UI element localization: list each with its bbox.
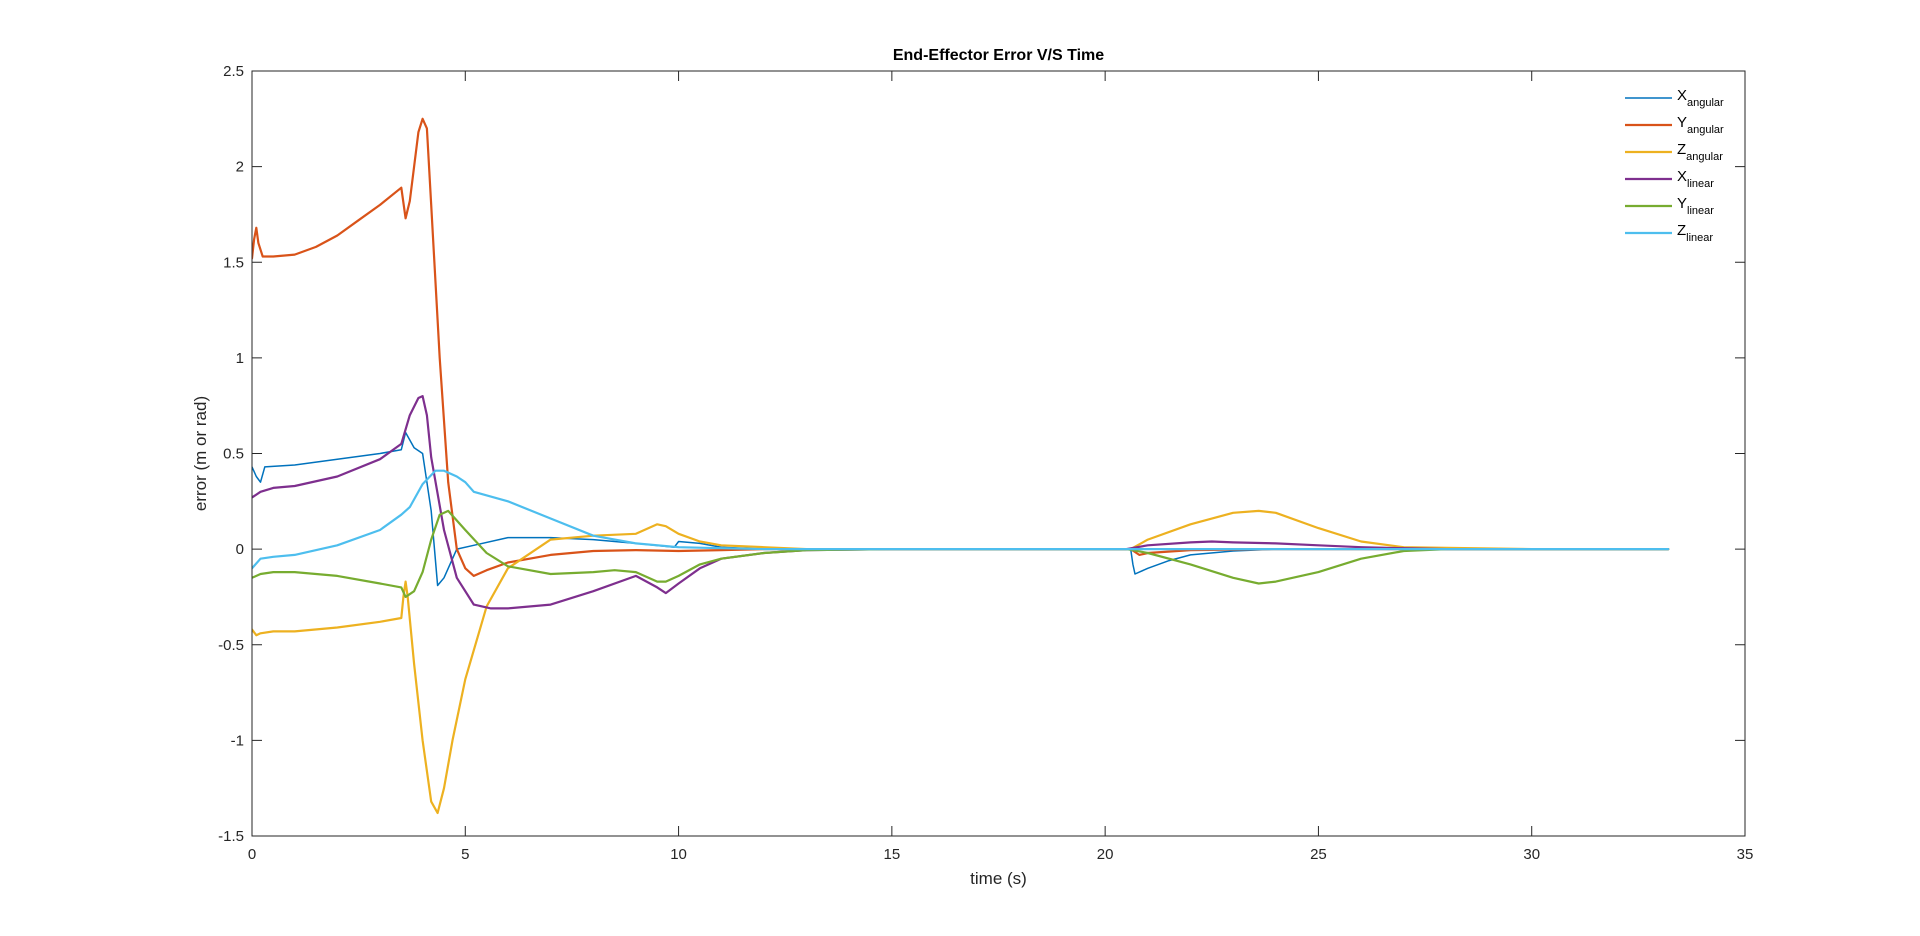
y-tick-label: 2 [236,159,244,176]
legend-entry-name: Z [1677,141,1686,158]
x-tick-label: 35 [1737,846,1754,863]
x-tick-label: 25 [1310,846,1327,863]
y-tick-label: 1.5 [223,254,244,271]
plot-area [252,71,1745,836]
x-tick-label: 15 [884,846,901,863]
legend-entry-name: Y [1677,195,1687,212]
legend-entry-subscript: linear [1687,205,1714,217]
x-tick-label: 0 [248,846,256,863]
y-tick-label: -1.5 [218,828,244,845]
x-axis-label: time (s) [970,869,1027,888]
legend-entry-subscript: linear [1687,178,1714,190]
legend-entry-name: Z [1677,222,1686,239]
legend-entry: Zangular [1677,141,1723,163]
tick-layer: 0 5 10 15 20 25 30 35 -1.5 -1 -0.5 0 0.5 1 1.5 2 2.5 [218,63,1753,863]
legend-entry: Ylinear [1677,195,1714,217]
legend-entry-name: Y [1677,114,1687,131]
series-line-x-linear [252,395,1670,610]
y-tick-label: 0 [236,541,244,558]
legend-entry: Xlinear [1677,168,1714,190]
y-tick-label: 2.5 [223,63,244,80]
x-tick-label: 30 [1523,846,1540,863]
legend-entry-subscript: angular [1686,151,1723,163]
legend-entry-name: X [1677,168,1687,185]
legend-entry: Zlinear [1677,222,1713,244]
y-tick-label: 0.5 [223,446,244,463]
y-tick-label: 1 [236,350,244,367]
legend-entry-subscript: linear [1686,232,1713,244]
x-tick-label: 10 [670,846,687,863]
y-axis-label: error (m or rad) [191,396,210,511]
legend-entry-subscript: angular [1687,97,1724,109]
legend-entry-subscript: angular [1687,124,1724,136]
series-line-y-linear [252,509,1670,599]
legend-entry: Yangular [1677,114,1724,136]
legend-entry-name: X [1677,87,1687,104]
series-layer [252,117,1670,815]
legend-entry: Xangular [1677,87,1724,109]
x-tick-label: 20 [1097,846,1114,863]
series-line-z-linear [252,469,1670,570]
y-tick-label: -1 [231,732,244,749]
y-tick-label: -0.5 [218,637,244,654]
x-tick-label: 5 [461,846,469,863]
legend: XangularYangularZangularXlinearYlinearZl… [1625,87,1724,244]
chart-title: End-Effector Error V/S Time [893,47,1104,64]
